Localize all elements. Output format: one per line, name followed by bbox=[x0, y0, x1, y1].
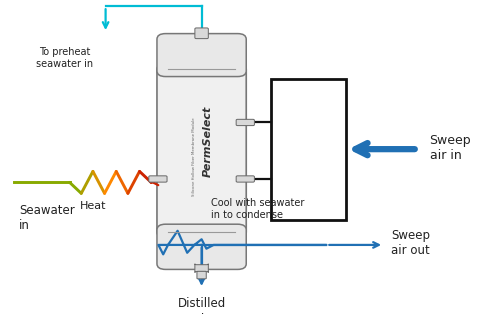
FancyBboxPatch shape bbox=[157, 34, 246, 77]
Text: PermSelect: PermSelect bbox=[203, 106, 212, 177]
FancyBboxPatch shape bbox=[157, 224, 246, 269]
Text: Cool with seawater
in to condense: Cool with seawater in to condense bbox=[211, 198, 305, 220]
Text: Sweep
air in: Sweep air in bbox=[430, 133, 471, 162]
Text: To preheat
seawater in: To preheat seawater in bbox=[36, 47, 94, 69]
Text: Distilled
water: Distilled water bbox=[178, 297, 226, 314]
Text: Silicone Hollow Fiber Membrane Module: Silicone Hollow Fiber Membrane Module bbox=[192, 118, 196, 196]
FancyBboxPatch shape bbox=[197, 271, 206, 279]
FancyBboxPatch shape bbox=[157, 64, 246, 238]
FancyBboxPatch shape bbox=[149, 176, 167, 182]
Text: Heat: Heat bbox=[80, 201, 107, 211]
FancyBboxPatch shape bbox=[236, 119, 254, 126]
Bar bbox=[271, 78, 346, 220]
Text: Sweep
air out: Sweep air out bbox=[391, 229, 430, 257]
FancyBboxPatch shape bbox=[195, 264, 208, 273]
Text: Seawater
in: Seawater in bbox=[19, 204, 75, 232]
FancyBboxPatch shape bbox=[195, 28, 208, 39]
FancyBboxPatch shape bbox=[236, 176, 254, 182]
